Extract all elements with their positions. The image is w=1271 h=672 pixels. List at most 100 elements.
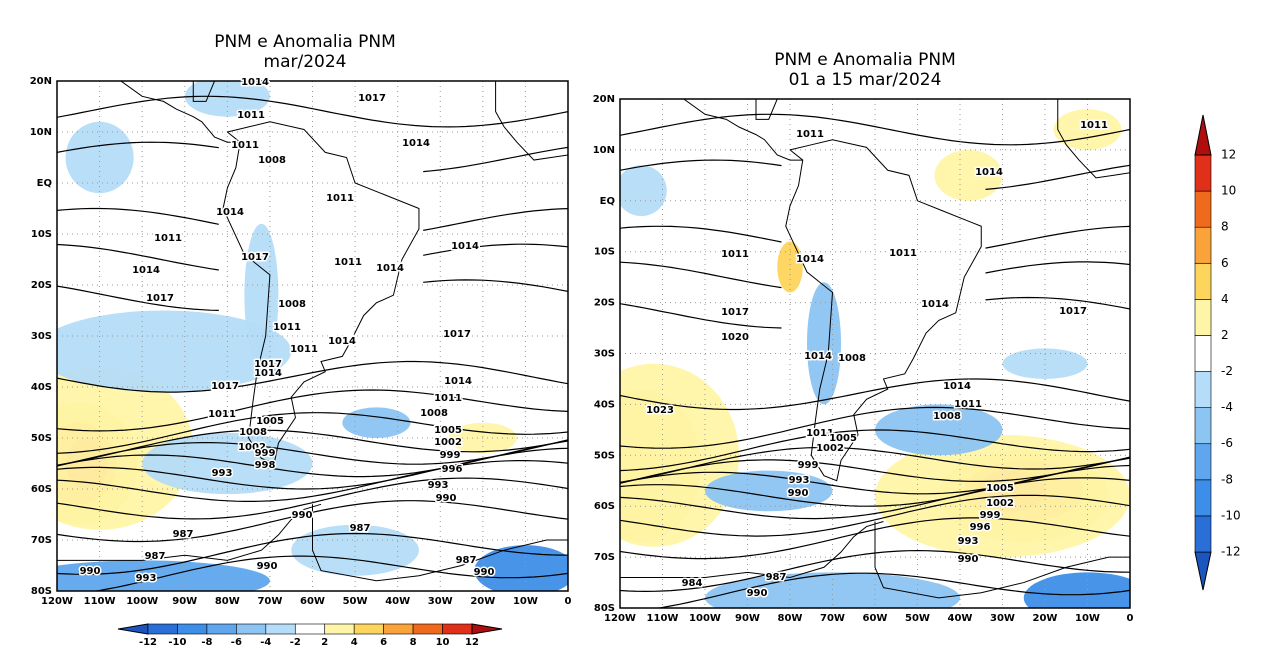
colorbar-box: [1194, 226, 1212, 264]
contour-label: 1011: [326, 193, 354, 204]
title: PNM e Anomalia PNM: [214, 32, 396, 52]
contour-label: 984: [682, 578, 703, 589]
colorbar-label: 6: [1221, 256, 1229, 270]
anomaly-shade: [777, 241, 803, 293]
lon-label: 20W: [470, 596, 495, 607]
lat-label: 30S: [31, 331, 52, 342]
colorbar-label: -12: [1221, 545, 1241, 559]
colorbar-label: 2: [1221, 328, 1229, 342]
contour-label: 990: [257, 561, 278, 572]
contour-label: 1008: [278, 299, 306, 310]
contour-label: 1002: [434, 437, 462, 448]
lon-label: 40W: [385, 596, 410, 607]
isobar: [620, 494, 1130, 537]
anomaly-shade: [57, 310, 292, 393]
isobar: [620, 296, 1130, 329]
contour-label: 1014: [943, 381, 971, 392]
coastline: [620, 520, 884, 578]
anomaly-shade: [342, 407, 411, 439]
colorbar-box: [1194, 335, 1212, 372]
lon-label: 0: [565, 596, 572, 607]
lon-label: 30W: [990, 613, 1015, 624]
contour-label: 993: [958, 536, 979, 547]
isobar: [57, 412, 568, 454]
isobar: [92, 555, 568, 591]
contour-label: 987: [766, 572, 787, 583]
contour-label: 1008: [933, 411, 961, 422]
contour-label: 1014: [132, 265, 160, 276]
colorbar-arrow: [1194, 551, 1212, 591]
contour-label: 993: [428, 480, 449, 491]
colorbar-label: 8: [1221, 220, 1229, 234]
contour-label: 1011: [290, 344, 318, 355]
colorbar-box: [383, 623, 414, 635]
colorbar-box: [442, 623, 473, 635]
lat-label: 20N: [30, 76, 52, 87]
anomaly-shade: [244, 223, 279, 367]
lon-label: 120W: [41, 596, 73, 607]
isobar: [57, 447, 568, 490]
isobar: [620, 429, 1130, 472]
contour-label: 1011: [237, 110, 265, 121]
contour-label: 1014: [402, 138, 430, 149]
lon-label: 10W: [513, 596, 538, 607]
colorbar-label: -4: [260, 637, 271, 648]
anomaly-shade: [65, 121, 134, 194]
contour-label: 1008: [239, 427, 267, 438]
anomaly-shade: [57, 366, 194, 530]
contour-label: 1005: [434, 425, 462, 436]
isobar: [57, 243, 568, 271]
colorbar-arrow: [117, 623, 149, 635]
lat-label: 70S: [594, 552, 615, 563]
contour-label: 999: [980, 510, 1001, 521]
contour-label: 1014: [444, 376, 472, 387]
lat-label: 80S: [31, 586, 52, 597]
anomaly-shade: [291, 524, 419, 576]
contour-label: 1014: [254, 368, 282, 379]
lon-label: 110W: [84, 596, 116, 607]
colorbar-box: [353, 623, 384, 635]
colorbar-label: 10: [1221, 184, 1236, 198]
contour-label: 999: [798, 460, 819, 471]
lon-label: 90W: [735, 613, 760, 624]
colorbar-label: 4: [351, 637, 358, 648]
isobar: [620, 261, 1130, 289]
colorbar-label: 10: [436, 637, 450, 648]
coastline: [785, 139, 982, 482]
contour-label: 1008: [420, 408, 448, 419]
lat-label: 40S: [594, 399, 615, 410]
contour-label: 1017: [241, 252, 269, 263]
isobar: [620, 159, 1130, 190]
colorbar-box: [206, 623, 237, 635]
map-panel: [620, 99, 1130, 608]
colorbar-box: [294, 623, 326, 635]
isobar: [57, 141, 568, 173]
contour-label: 1014: [328, 336, 356, 347]
colorbar-box: [265, 623, 296, 635]
contour-label: 987: [456, 555, 477, 566]
colorbar-box: [1194, 154, 1212, 192]
isobar: [57, 279, 568, 311]
lat-label: 60S: [31, 484, 52, 495]
colorbar-label: -10: [168, 637, 186, 648]
contour-label: 1005: [256, 416, 284, 427]
colorbar-arrow: [1194, 114, 1212, 156]
isobar: [57, 460, 568, 502]
isobar: [57, 95, 568, 128]
anomaly-shade: [705, 470, 833, 512]
contour-label: 993: [136, 573, 157, 584]
contour-label: 1008: [258, 155, 286, 166]
contour-label: 1023: [646, 405, 674, 416]
lon-label: 60W: [300, 596, 325, 607]
contour-label: 1011: [796, 129, 824, 140]
contour-label: 1014: [241, 77, 269, 88]
lat-label: 10N: [593, 145, 615, 156]
coastline: [312, 504, 568, 582]
contour-label: 1014: [921, 299, 949, 310]
map-panel: [57, 81, 568, 591]
isobar: [620, 446, 1130, 483]
contour-label: 1011: [721, 249, 749, 260]
contour-label: 990: [747, 588, 768, 599]
anomaly-shade: [57, 560, 270, 591]
anomaly-shade: [474, 545, 568, 591]
